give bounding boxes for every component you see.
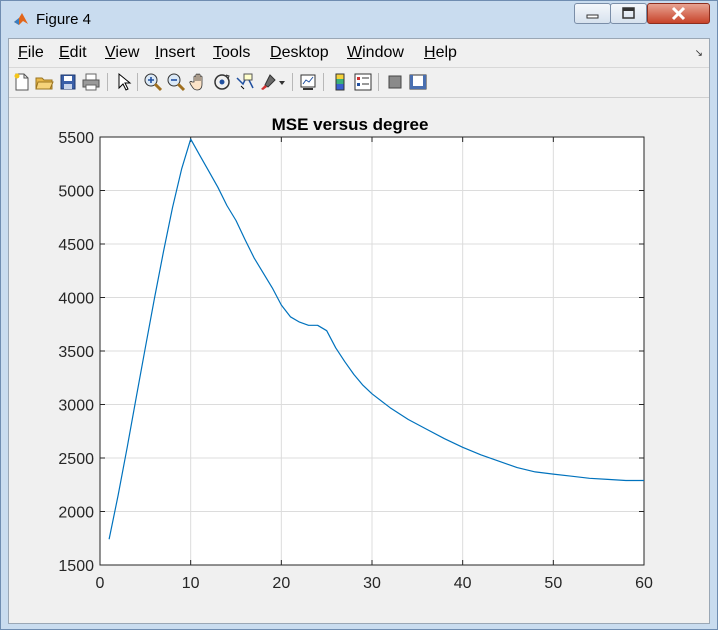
y-tick-label: 2500	[58, 451, 94, 468]
menu-window[interactable]: Window	[347, 44, 404, 61]
menu-desktop[interactable]: Desktop	[270, 44, 329, 61]
toolbar-separator	[323, 73, 324, 91]
line-chart: 0 10 20 30 40 50 60 1500 2000 2500 3000 3500 4000 450…	[58, 115, 653, 592]
menu-file[interactable]: File	[18, 44, 44, 61]
x-tick-label: 20	[272, 575, 290, 592]
x-tick-label: 30	[363, 575, 381, 592]
toolbar-separator	[378, 73, 379, 91]
link-plot-icon[interactable]	[298, 72, 318, 92]
y-tick-label: 3000	[58, 398, 94, 415]
chart-title: MSE versus degree	[272, 115, 429, 134]
maximize-button[interactable]	[610, 3, 647, 24]
data-cursor-icon[interactable]	[235, 72, 255, 92]
new-figure-icon[interactable]	[12, 72, 32, 92]
minimize-button[interactable]	[574, 3, 611, 24]
zoom-in-icon[interactable]	[143, 72, 163, 92]
rotate-3d-icon[interactable]	[212, 72, 232, 92]
y-tick-label: 2000	[58, 505, 94, 522]
x-tick-label: 60	[635, 575, 653, 592]
title-bar[interactable]: Figure 4	[1, 1, 717, 38]
maximize-icon	[622, 7, 635, 19]
toolbar-separator	[137, 73, 138, 91]
print-icon[interactable]	[81, 72, 101, 92]
y-tick-label: 3500	[58, 344, 94, 361]
colorbar-icon[interactable]	[330, 72, 350, 92]
x-tick-label: 50	[544, 575, 562, 592]
figure-canvas[interactable]: 0 10 20 30 40 50 60 1500 2000 2500 3000 3500 4000 450…	[9, 98, 709, 623]
toolbar-separator	[292, 73, 293, 91]
show-plot-tools-icon[interactable]	[408, 72, 428, 92]
menu-tools[interactable]: Tools	[213, 44, 251, 61]
zoom-out-icon[interactable]	[166, 72, 186, 92]
menu-help[interactable]: Help	[424, 44, 457, 61]
close-icon	[671, 6, 686, 21]
y-tick-label: 4000	[58, 291, 94, 308]
y-tick-label: 5000	[58, 184, 94, 201]
menu-insert[interactable]: Insert	[155, 44, 196, 61]
y-tick-label: 4500	[58, 237, 94, 254]
brush-dropdown-icon[interactable]	[277, 72, 287, 92]
figure-client-area: File Edit View Insert Tools Desktop Wind…	[8, 38, 710, 624]
dock-arrow-icon[interactable]: ↘	[694, 48, 703, 59]
figure-toolbar	[9, 68, 709, 98]
pointer-icon[interactable]	[113, 72, 133, 92]
y-tick-label: 1500	[58, 558, 94, 575]
axes-box	[99, 136, 645, 566]
matlab-logo-icon	[14, 13, 28, 25]
brush-icon[interactable]	[258, 72, 278, 92]
open-file-icon[interactable]	[34, 72, 54, 92]
legend-icon[interactable]	[353, 72, 373, 92]
y-tick-label: 5500	[58, 130, 94, 147]
menu-edit[interactable]: Edit	[59, 44, 87, 61]
x-tick-label: 40	[454, 575, 472, 592]
close-button[interactable]	[647, 3, 710, 24]
menu-view[interactable]: View	[105, 44, 140, 61]
minimize-icon	[586, 14, 599, 19]
hide-plot-tools-icon[interactable]	[385, 72, 405, 92]
x-tick-label: 0	[96, 575, 105, 592]
menu-bar: File Edit View Insert Tools Desktop Wind…	[9, 39, 709, 68]
pan-hand-icon[interactable]	[189, 72, 209, 92]
window-title: Figure 4	[36, 11, 92, 28]
mse-series-line	[108, 138, 644, 540]
toolbar-separator	[107, 73, 108, 91]
x-tick-label: 10	[182, 575, 200, 592]
save-icon[interactable]	[58, 72, 78, 92]
